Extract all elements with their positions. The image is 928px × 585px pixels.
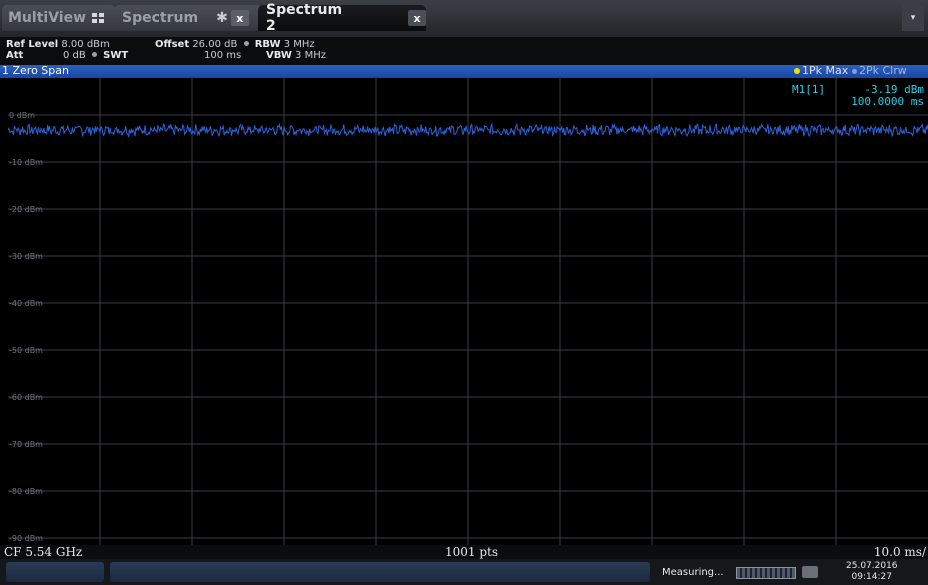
offset-value: 26.00 dB (192, 39, 238, 50)
chevron-down-icon[interactable]: ▾ (902, 5, 924, 31)
tab-multiview[interactable]: MultiView (2, 5, 116, 31)
y-tick-label: -80 dBm (9, 487, 43, 496)
center-frequency: CF 5.54 GHz (4, 545, 83, 559)
status-bar: Measuring... 25.07.2016 09:14:27 (0, 559, 928, 585)
date-time: 25.07.2016 09:14:27 (846, 561, 898, 583)
sweep-points: 1001 pts (445, 545, 499, 559)
status-panel-left[interactable] (6, 562, 104, 582)
trace-1-line (8, 122, 928, 138)
keyboard-icon[interactable] (802, 566, 818, 578)
y-tick-label: -90 dBm (9, 534, 43, 543)
att-label: Att (6, 50, 24, 61)
star-icon: ✱ (216, 10, 228, 26)
tab-spectrum-2[interactable]: Spectrum 2 x (258, 2, 426, 34)
y-axis-labels: 0 dBm -10 dBm -20 dBm -30 dBm -40 dBm -50 dBm… (9, 111, 43, 543)
att-value: 0 dB (63, 50, 86, 61)
marker-time: 100.0000 ms (851, 95, 924, 108)
y-tick-label: 0 dBm (9, 111, 35, 120)
marker-label: M1[1] (792, 83, 825, 96)
tab-spectrum[interactable]: Spectrum ✱ x (114, 5, 262, 31)
close-tab-spectrum-button[interactable]: x (230, 10, 249, 26)
y-tick-label: -20 dBm (9, 205, 43, 214)
y-tick-label: -50 dBm (9, 346, 43, 355)
tab-bar: MultiView Spectrum ✱ x Spectrum 2 x ▾ (0, 0, 928, 37)
status-date: 25.07.2016 (846, 561, 898, 571)
y-tick-label: -40 dBm (9, 299, 43, 308)
zero-span-plot[interactable]: 0 dBm -10 dBm -20 dBm -30 dBm -40 dBm -50 dBm… (8, 78, 928, 545)
trace-2-dot-icon (852, 69, 857, 74)
status-time: 09:14:27 (851, 572, 892, 582)
close-tab-spectrum-2-button[interactable]: x (408, 10, 426, 26)
time-per-division: 10.0 ms/ (873, 545, 926, 559)
swt-value: 100 ms (204, 50, 242, 61)
y-tick-label: -30 dBm (9, 252, 43, 261)
rbw-value: 3 MHz (283, 39, 315, 50)
status-panel-main[interactable] (110, 562, 650, 582)
measuring-status: Measuring... (662, 567, 724, 578)
grid-icon (92, 13, 105, 23)
window-title-bar[interactable]: 1 Zero Span 1Pk Max 2Pk Clrw (0, 64, 928, 78)
measurement-progress-bar (736, 567, 796, 579)
coupling-dot-icon (243, 41, 249, 46)
y-tick-label: -10 dBm (9, 158, 43, 167)
trace-1-label: 1Pk Max (802, 64, 849, 77)
marker-value: -3.19 dBm (864, 83, 924, 96)
measurement-parameters: Ref Level 8.00 dBm Att 0 dB SWT Offset 2… (0, 37, 928, 65)
trace-2-indicator[interactable]: 2Pk Clrw (852, 64, 907, 77)
plot-footer: CF 5.54 GHz 1001 pts 10.0 ms/ (0, 545, 928, 559)
coupling-dot-icon (91, 52, 97, 57)
trace-1-indicator[interactable]: 1Pk Max (794, 64, 848, 77)
ref-level-label: Ref Level (6, 39, 59, 50)
swt-label: SWT (103, 50, 129, 61)
rbw-label: RBW (254, 39, 281, 50)
vbw-value: 3 MHz (295, 50, 326, 61)
y-tick-label: -60 dBm (9, 393, 43, 402)
offset-label: Offset (155, 39, 190, 50)
tab-spectrum-2-label: Spectrum 2 (266, 2, 343, 34)
vbw-label: VBW (266, 50, 292, 61)
y-tick-label: -70 dBm (9, 440, 43, 449)
ref-level-value: 8.00 dBm (61, 39, 110, 50)
trace-2-label: 2Pk Clrw (859, 64, 907, 77)
window-title: 1 Zero Span (2, 64, 69, 77)
tab-spectrum-label: Spectrum (122, 10, 199, 26)
trace-1-dot-icon (794, 68, 800, 74)
tab-multiview-label: MultiView (8, 10, 87, 26)
plot-grid (8, 78, 928, 545)
